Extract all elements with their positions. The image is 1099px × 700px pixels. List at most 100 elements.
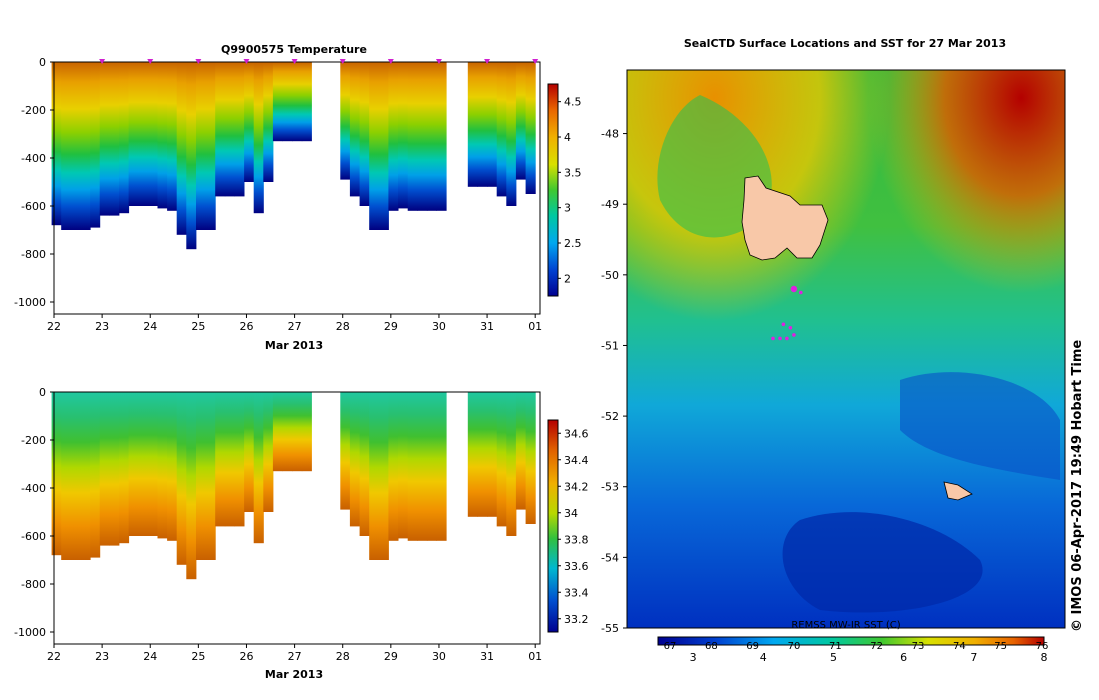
lat-tick-label: -49 xyxy=(601,198,619,211)
profile-bar xyxy=(234,62,245,197)
colorbar-tick-label: 33.8 xyxy=(564,533,589,546)
salinity-profiles xyxy=(51,392,536,580)
salinity-y-ticks: 0 -200 -400 -600 -800 -1000 xyxy=(14,386,54,639)
profile-bar xyxy=(157,62,168,209)
surface-marker xyxy=(195,59,202,64)
profile-bar xyxy=(496,392,507,527)
profile-bar xyxy=(253,62,264,214)
profile-bar xyxy=(487,62,498,187)
profile-bar xyxy=(436,392,447,541)
profile-bar xyxy=(477,392,488,517)
sst-colorbar-label-f: 69 xyxy=(746,641,759,652)
profile-bar xyxy=(515,392,526,510)
seal-location-point xyxy=(771,336,775,341)
surface-marker xyxy=(484,59,491,64)
profile-bar xyxy=(128,392,139,536)
sst-y-ticks: -48 -49 -50 -51 -52 -53 -54 -55 xyxy=(601,128,627,635)
sst-colorbar-label-f: 74 xyxy=(953,641,966,652)
profile-bar xyxy=(80,392,91,560)
seal-location-point xyxy=(781,322,786,327)
profile-bar xyxy=(340,62,351,180)
profile-bar xyxy=(70,392,81,560)
profile-bar xyxy=(119,62,130,214)
sst-colorbar xyxy=(657,636,1045,646)
profile-bar xyxy=(167,62,178,211)
profile-bar xyxy=(109,392,120,546)
x-tick-label: 30 xyxy=(432,320,446,333)
profile-bar xyxy=(369,62,380,230)
x-tick-label: 01 xyxy=(528,650,542,663)
seal-location-point xyxy=(778,336,782,341)
colorbar-tick-label: 4 xyxy=(564,131,571,144)
profile-bar xyxy=(244,62,255,182)
profile-bar xyxy=(378,62,389,230)
y-tick-label: -200 xyxy=(21,104,46,117)
profile-bar xyxy=(301,392,312,472)
sst-colorbar-label-f: 70 xyxy=(788,641,801,652)
temperature-x-ticks: 22 23 24 25 26 27 28 29 30 31 01 xyxy=(47,314,542,333)
profile-bar xyxy=(515,62,526,180)
colorbar-tick-label: 4.5 xyxy=(564,96,582,109)
profile-bar xyxy=(506,62,517,206)
y-tick-label: -800 xyxy=(21,248,46,261)
sst-colorbar-label-f: 68 xyxy=(705,641,718,652)
colorbar-tick-label: 34 xyxy=(564,507,578,520)
profile-bar xyxy=(301,62,312,142)
profile-bar xyxy=(369,392,380,560)
lat-tick-label: -55 xyxy=(601,622,619,635)
profile-bar xyxy=(506,392,517,536)
profile-bar xyxy=(467,62,478,187)
profile-bar xyxy=(525,392,536,524)
profile-bar xyxy=(407,392,418,541)
profile-bar xyxy=(292,62,303,142)
temperature-panel: Q9900575 Temperature 0 -200 -400 -600 -800 -1… xyxy=(14,43,581,352)
sst-colorbar-label-f: 71 xyxy=(829,641,842,652)
surface-markers xyxy=(99,59,539,64)
sst-colorbar-label-f: 72 xyxy=(870,641,883,652)
credit-text: © IMOS 06-Apr-2017 19:49 Hobart Time xyxy=(1070,340,1085,632)
colorbar-tick-label: 2.5 xyxy=(564,237,582,250)
x-tick-label: 25 xyxy=(191,650,205,663)
colorbar-tick-label: 33.4 xyxy=(564,586,589,599)
profile-bar xyxy=(496,62,507,197)
sst-cool-eddy xyxy=(657,95,772,238)
profile-bar xyxy=(436,62,447,211)
y-tick-label: -600 xyxy=(21,200,46,213)
x-tick-label: 23 xyxy=(95,650,109,663)
sst-colorbar-label-c: 7 xyxy=(970,651,977,664)
y-tick-label: -200 xyxy=(21,434,46,447)
profile-bar xyxy=(205,62,216,230)
profile-bar xyxy=(196,62,207,230)
salinity-x-ticks: 22 23 24 25 26 27 28 29 30 31 01 xyxy=(47,644,542,663)
profile-bar xyxy=(525,62,536,194)
y-tick-label: -1000 xyxy=(14,296,46,309)
x-tick-label: 27 xyxy=(288,320,302,333)
y-tick-label: -1000 xyxy=(14,626,46,639)
x-tick-label: 30 xyxy=(432,650,446,663)
profile-bar xyxy=(157,392,168,539)
x-tick-label: 24 xyxy=(143,320,157,333)
temperature-colorbar xyxy=(547,83,559,297)
x-tick-label: 27 xyxy=(288,650,302,663)
sst-colorbar-label-c: 6 xyxy=(900,651,907,664)
profile-bar xyxy=(215,392,226,527)
surface-marker xyxy=(435,59,442,64)
x-tick-label: 26 xyxy=(239,650,253,663)
profile-bar xyxy=(138,392,149,536)
profile-bar xyxy=(99,392,110,546)
profile-bar xyxy=(426,62,437,211)
profile-bar xyxy=(272,62,283,142)
profile-bar xyxy=(109,62,120,216)
profile-bar xyxy=(186,392,197,580)
x-tick-label: 23 xyxy=(95,320,109,333)
profile-bar xyxy=(90,62,101,228)
sst-cold-patch xyxy=(782,512,983,613)
profile-bar xyxy=(99,62,110,216)
lat-tick-label: -51 xyxy=(601,339,619,352)
profile-bar xyxy=(263,62,274,182)
colorbar-tick-label: 33.6 xyxy=(564,560,589,573)
seal-location-point xyxy=(790,285,798,293)
x-tick-label: 28 xyxy=(336,320,350,333)
temperature-y-ticks: 0 -200 -400 -600 -800 -1000 xyxy=(14,56,54,309)
